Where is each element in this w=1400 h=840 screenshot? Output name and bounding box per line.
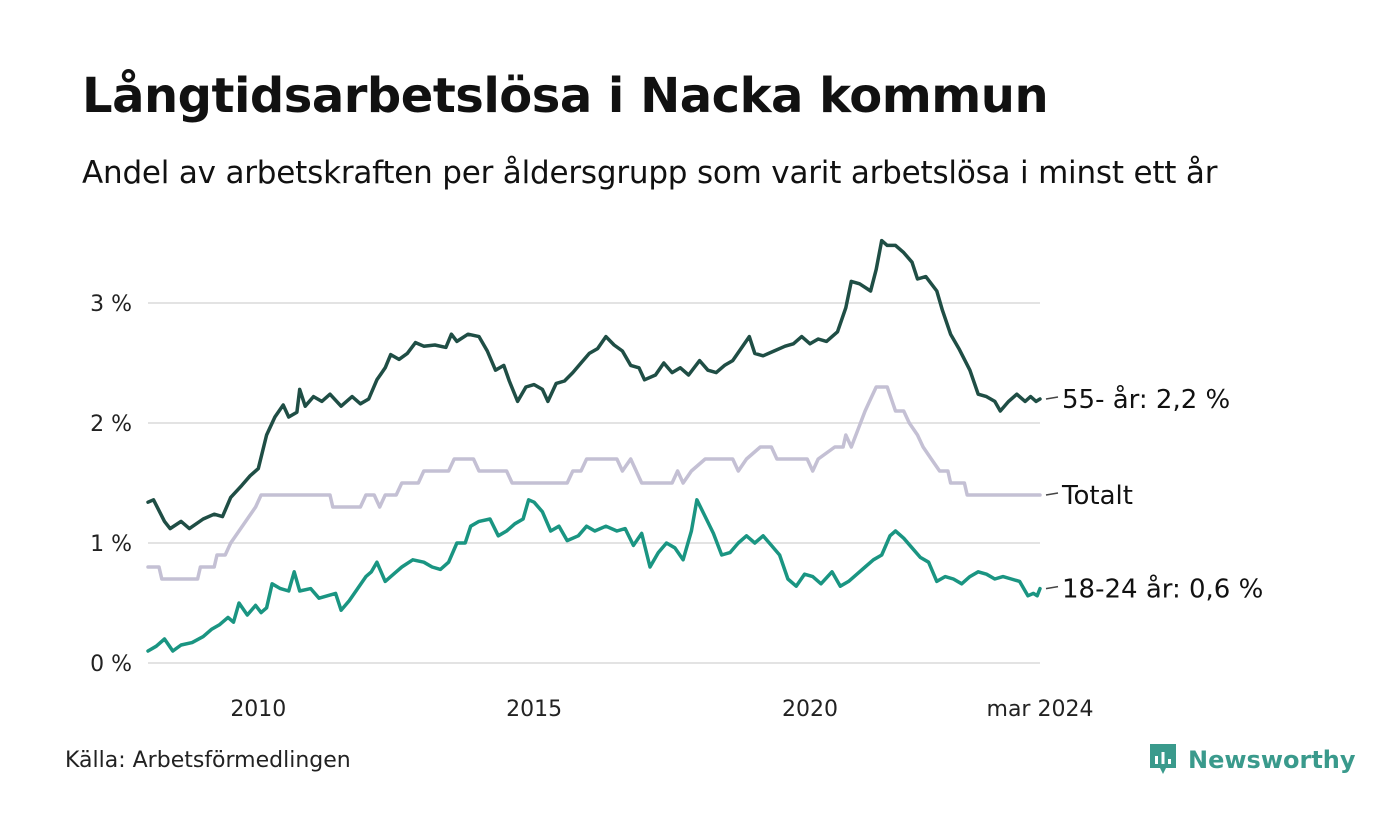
end-label-connector — [1045, 396, 1059, 400]
end-label: 55- år: 2,2 % — [1062, 384, 1230, 415]
y-tick-label: 0 % — [90, 652, 132, 677]
y-tick-label: 3 % — [90, 292, 132, 317]
x-axis: 2010 2015 2020 mar 2024 — [230, 697, 1093, 722]
y-tick-label: 2 % — [90, 412, 132, 437]
end-label-connector — [1045, 585, 1059, 590]
end-label: 18-24 år: 0,6 % — [1062, 574, 1263, 605]
source-note: Källa: Arbetsförmedlingen — [65, 748, 351, 773]
newsworthy-logo-icon — [1150, 744, 1176, 774]
series-line-totalt — [146, 385, 1042, 581]
series-line-18-24-r — [146, 498, 1042, 653]
series-line-55-r — [146, 238, 1042, 531]
series-lines — [146, 238, 1042, 653]
end-label-connector — [1045, 492, 1059, 496]
y-axis: 0 % 1 % 2 % 3 % — [90, 292, 132, 677]
brand-name: Newsworthy — [1188, 746, 1356, 774]
x-tick-label: 2020 — [782, 697, 838, 722]
x-tick-label: 2015 — [506, 697, 562, 722]
brand-logo[interactable]: Newsworthy — [1148, 742, 1356, 778]
x-tick-label: mar 2024 — [987, 697, 1094, 722]
series-end-labels: 55- år: 2,2 % Totalt 18-24 år: 0,6 % — [1045, 384, 1263, 605]
x-tick-label: 2010 — [230, 697, 286, 722]
y-tick-label: 1 % — [90, 532, 132, 557]
grid-lines — [148, 302, 1040, 664]
end-label: Totalt — [1061, 481, 1133, 511]
chart-subtitle: Andel av arbetskraften per åldersgrupp s… — [82, 155, 1218, 191]
chart-title: Långtidsarbetslösa i Nacka kommun — [82, 68, 1049, 124]
